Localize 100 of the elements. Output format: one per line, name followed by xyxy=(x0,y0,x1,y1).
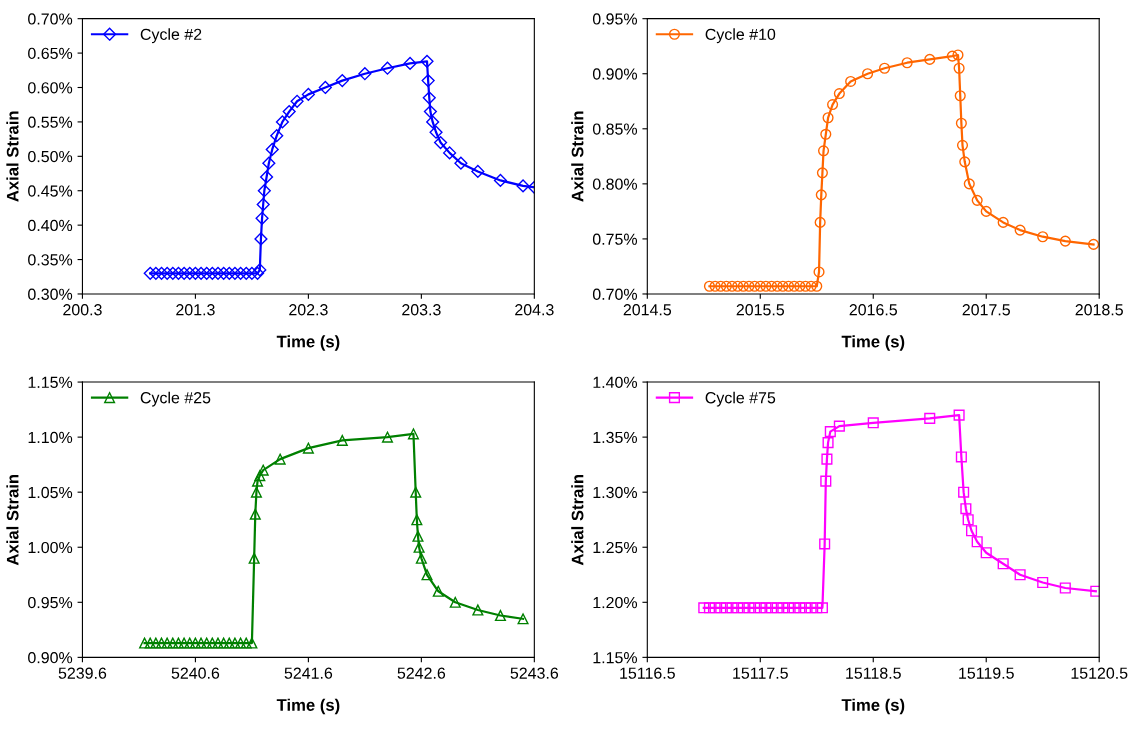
point xyxy=(698,602,710,614)
point xyxy=(924,53,936,65)
point xyxy=(833,87,845,100)
y-tick-label: 0.70% xyxy=(592,288,638,300)
point xyxy=(824,426,836,438)
y-tick-label: 0.90% xyxy=(592,68,638,80)
point xyxy=(1090,585,1100,597)
point xyxy=(240,637,252,649)
point xyxy=(820,475,832,487)
point xyxy=(259,170,274,184)
point xyxy=(201,637,213,649)
point xyxy=(160,266,174,280)
point xyxy=(413,541,425,553)
y-tick-label: 0.95% xyxy=(28,596,73,609)
point xyxy=(155,637,168,649)
point xyxy=(274,453,286,465)
point xyxy=(771,602,783,614)
y-axis-title: Axial Strain xyxy=(6,474,19,566)
y-tick-label: 0.50% xyxy=(28,150,73,163)
x-tick-label: 202.3 xyxy=(289,304,328,316)
point xyxy=(709,602,721,614)
point xyxy=(144,637,156,649)
point xyxy=(971,194,983,206)
point xyxy=(754,602,766,614)
point xyxy=(799,602,812,614)
y-tick-label: 0.55% xyxy=(28,116,73,128)
point xyxy=(245,266,259,280)
x-tick-label: 201.3 xyxy=(176,304,215,316)
point xyxy=(494,609,506,622)
point xyxy=(250,486,262,498)
point xyxy=(820,128,832,140)
point xyxy=(257,184,271,198)
x-tick-label: 15120.5 xyxy=(1071,667,1128,679)
point xyxy=(410,486,422,498)
point xyxy=(709,280,721,292)
point xyxy=(822,437,834,449)
point xyxy=(963,178,975,190)
y-tick-label: 0.35% xyxy=(28,254,73,266)
x-tick-label: 2014.5 xyxy=(623,304,672,316)
point xyxy=(955,117,967,129)
point xyxy=(1014,569,1026,581)
point xyxy=(788,602,800,614)
point xyxy=(222,266,236,280)
y-tick-label: 1.15% xyxy=(28,376,73,389)
point xyxy=(194,266,208,280)
point xyxy=(206,637,218,649)
point xyxy=(449,596,461,608)
point xyxy=(177,266,191,280)
point xyxy=(715,602,727,614)
point xyxy=(380,61,395,75)
x-axis-title: Time (s) xyxy=(276,698,340,715)
point xyxy=(167,637,179,649)
x-axis-title: Time (s) xyxy=(841,335,905,351)
y-tick-label: 1.00% xyxy=(28,541,73,554)
point xyxy=(290,94,304,108)
point xyxy=(150,637,162,649)
point xyxy=(407,428,420,440)
legend-label: Cycle #75 xyxy=(705,391,776,407)
legend-label: Cycle #2 xyxy=(140,28,202,44)
point xyxy=(962,514,974,526)
point xyxy=(782,280,795,292)
y-tick-label: 1.05% xyxy=(28,486,73,499)
point xyxy=(254,470,266,482)
point xyxy=(432,585,444,597)
point xyxy=(318,80,332,95)
y-tick-label: 1.30% xyxy=(593,486,638,499)
point xyxy=(766,602,778,614)
point xyxy=(1014,224,1026,236)
y-tick-label: 1.10% xyxy=(28,431,73,444)
point xyxy=(771,280,783,292)
point xyxy=(845,75,857,87)
point xyxy=(262,156,276,170)
point xyxy=(952,49,964,61)
point xyxy=(248,552,260,564)
point xyxy=(235,637,247,649)
point xyxy=(816,167,828,179)
point xyxy=(472,604,484,616)
point xyxy=(1059,582,1071,594)
point xyxy=(743,602,755,614)
y-tick-label: 1.35% xyxy=(593,431,638,444)
point xyxy=(443,146,457,160)
point xyxy=(234,266,248,280)
point xyxy=(813,266,825,278)
point xyxy=(732,602,744,614)
y-tick-label: 1.15% xyxy=(593,652,638,664)
point xyxy=(760,280,772,292)
point xyxy=(183,266,197,280)
point xyxy=(217,266,231,280)
point xyxy=(956,139,969,151)
point xyxy=(249,508,261,520)
x-tick-label: 5243.6 xyxy=(510,667,559,679)
point xyxy=(415,552,427,564)
point xyxy=(749,280,761,292)
point xyxy=(178,637,190,649)
point xyxy=(726,602,738,614)
point xyxy=(1037,231,1049,243)
point xyxy=(188,266,203,280)
point xyxy=(955,451,967,463)
point xyxy=(805,280,817,292)
point xyxy=(171,266,186,280)
